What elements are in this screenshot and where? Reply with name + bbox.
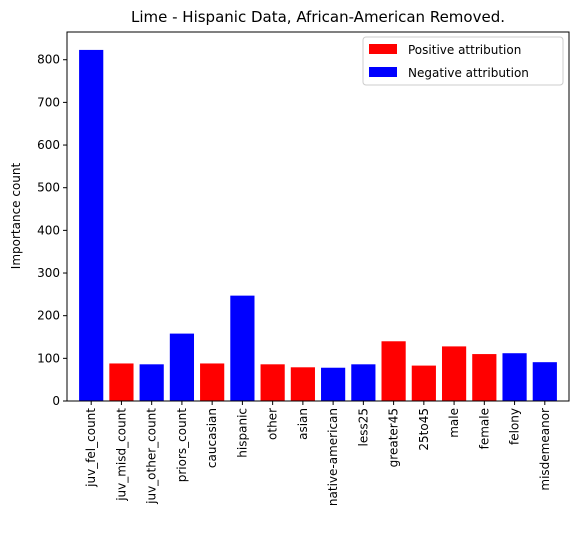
x-tick-label: greater45 bbox=[387, 408, 401, 467]
bar-native-american bbox=[321, 367, 346, 401]
x-tick-label: 25to45 bbox=[417, 408, 431, 451]
y-tick-label: 400 bbox=[37, 223, 60, 237]
bar-misdemeanor bbox=[532, 362, 557, 401]
y-tick-label: 700 bbox=[37, 95, 60, 109]
bar-male bbox=[441, 346, 467, 401]
x-tick-label: juv_misd_count bbox=[114, 408, 128, 502]
bar-female bbox=[472, 354, 497, 401]
legend-label-positive: Positive attribution bbox=[408, 43, 521, 57]
plot-frame bbox=[66, 31, 570, 402]
y-tick-label: 300 bbox=[37, 266, 60, 280]
x-tick-label: priors_count bbox=[175, 408, 189, 483]
bar-greater45 bbox=[381, 341, 406, 401]
bar-juv_fel_count bbox=[79, 49, 104, 402]
x-tick-label: female bbox=[477, 408, 491, 449]
legend-swatch-negative bbox=[369, 67, 397, 77]
x-tick-label: native-american bbox=[326, 408, 340, 506]
y-tick-label: 100 bbox=[37, 351, 60, 365]
legend: Positive attribution Negative attributio… bbox=[362, 36, 564, 86]
plot-area: juv_fel_count juv_misd_count juv_other_cou… bbox=[37, 49, 557, 506]
x-tick-label: male bbox=[447, 408, 461, 438]
y-tick-label: 600 bbox=[37, 138, 60, 152]
x-tick-label: other bbox=[266, 408, 280, 440]
x-tick-label: less25 bbox=[356, 408, 370, 447]
bar-juv_other_count bbox=[139, 364, 164, 401]
legend-swatch-positive bbox=[369, 44, 397, 54]
bar-asian bbox=[290, 367, 315, 401]
bar-juv_misd_count bbox=[109, 363, 134, 401]
y-tick-label: 500 bbox=[37, 181, 60, 195]
x-tick-label: misdemeanor bbox=[538, 408, 552, 491]
legend-label-negative: Negative attribution bbox=[408, 66, 529, 80]
x-tick-label: felony bbox=[508, 408, 522, 445]
x-tick-label: juv_other_count bbox=[145, 408, 159, 505]
y-tick-label: 200 bbox=[37, 309, 60, 323]
bar-hispanic bbox=[230, 295, 255, 401]
bar-less25 bbox=[351, 364, 376, 401]
y-tick-label: 800 bbox=[37, 53, 60, 67]
y-tick-label: 0 bbox=[52, 394, 60, 408]
bar-priors_count bbox=[169, 333, 195, 401]
bar-felony bbox=[502, 353, 527, 401]
bar-caucasian bbox=[200, 363, 225, 401]
x-tick-label: juv_fel_count bbox=[84, 408, 98, 488]
chart-title: Lime - Hispanic Data, African-American R… bbox=[131, 8, 505, 26]
x-tick-label: hispanic bbox=[235, 408, 249, 458]
legend-box bbox=[362, 36, 564, 86]
y-axis-label: Importance count bbox=[9, 162, 23, 269]
bar-other bbox=[260, 364, 285, 401]
bar-25to45 bbox=[411, 365, 436, 401]
x-tick-label: asian bbox=[296, 408, 310, 440]
x-tick-label: caucasian bbox=[205, 408, 219, 468]
